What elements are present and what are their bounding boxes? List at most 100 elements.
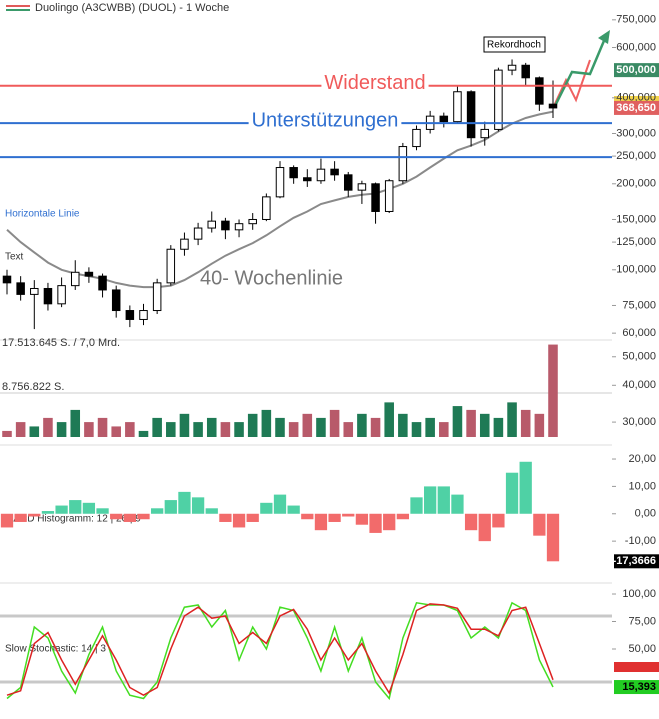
candle-body: [207, 220, 217, 229]
macd-bar: [82, 502, 96, 514]
volume-bar: [425, 417, 435, 437]
candle-body: [70, 271, 80, 287]
volume-bar: [43, 417, 53, 437]
volume-label: 8.756.822 S.: [2, 381, 64, 393]
value-box: [614, 63, 659, 78]
volume-bar: [56, 422, 67, 437]
macd-bar: [314, 513, 328, 531]
candle-body: [152, 282, 162, 312]
candle-body: [221, 220, 230, 231]
line-label: Widerstand: [324, 72, 425, 94]
y-tick-label: 60,000: [622, 327, 656, 339]
volume-bar: [97, 417, 108, 437]
candle-body: [535, 77, 544, 105]
macd-bar: [123, 513, 136, 522]
candle-body: [412, 128, 421, 148]
macd-bar: [232, 513, 246, 528]
volume-bar: [275, 417, 285, 437]
candle-body: [84, 271, 94, 277]
volume-bar: [439, 422, 449, 437]
macd-bar: [246, 513, 259, 522]
macd-bar: [151, 508, 164, 514]
macd-bar: [69, 500, 82, 514]
macd-bar: [505, 472, 519, 514]
macd-bar: [478, 513, 491, 542]
value-box-label: -17,3666: [613, 555, 656, 567]
volume-bar: [329, 409, 340, 437]
line: [6, 601, 554, 701]
volume-bar: [479, 413, 490, 437]
candle-body: [357, 183, 367, 191]
y-tick-label: 600,000: [616, 41, 656, 53]
volume-bar: [234, 422, 244, 437]
macd-bar: [546, 513, 560, 562]
candle-body: [248, 218, 257, 225]
macd-bar: [492, 513, 505, 528]
candle-body: [371, 183, 380, 212]
candle-body: [439, 115, 449, 123]
volume-bar: [302, 413, 313, 437]
volume-bar: [507, 402, 517, 437]
line-label: Unterstützungen: [252, 109, 399, 131]
macd-bar: [451, 494, 464, 514]
candle-body: [303, 177, 312, 182]
volume-label: 17.513.645 S. / 7,0 Mrd.: [2, 337, 120, 349]
volume-bar: [357, 413, 367, 437]
candle-body: [466, 91, 476, 139]
candle-body: [398, 146, 408, 182]
macd-bar: [369, 513, 382, 533]
candle-body: [57, 285, 66, 305]
candle-body: [384, 180, 394, 212]
macd-bar: [437, 486, 450, 514]
macd-bar: [260, 502, 273, 514]
candle-body: [275, 167, 285, 198]
volume-bar: [15, 422, 26, 437]
candle-body: [193, 227, 203, 240]
volume-bar: [261, 409, 272, 437]
volume-bar: [316, 417, 326, 437]
y-tick-label: 300,000: [616, 127, 656, 139]
candle-body: [111, 289, 121, 312]
volume-bar: [247, 413, 258, 437]
y-tick-label: 100,000: [616, 264, 656, 276]
macd-bar: [55, 505, 68, 514]
macd-bar: [464, 513, 478, 531]
ma-label: 40- Wochenlinie: [200, 267, 343, 289]
macd-bar: [396, 513, 409, 520]
arrow-head: [598, 30, 610, 44]
volume-bar: [452, 406, 463, 437]
y-tick-label: 750,000: [616, 14, 656, 26]
macd-bar: [137, 513, 150, 520]
volume-bar: [493, 417, 504, 437]
chart-title: Duolingo (A3CWBB) (DUOL) - 1 Woche: [35, 2, 229, 14]
candle-body: [180, 238, 189, 250]
candle-body: [43, 287, 53, 305]
candle-body: [2, 275, 12, 284]
candle-body: [139, 310, 148, 320]
volume-bar: [84, 422, 94, 437]
candle-body: [289, 167, 298, 179]
y-tick-label: 20,00: [628, 453, 656, 465]
volume-bar: [138, 430, 149, 437]
macd-bar: [191, 497, 205, 514]
macd-bar: [328, 513, 341, 522]
value-box: [614, 554, 659, 569]
candle-body: [521, 64, 530, 79]
volume-bar: [111, 426, 121, 437]
y-tick-label: 30,000: [622, 416, 656, 428]
macd-bar: [96, 508, 109, 514]
y-tick-label: 0,00: [635, 508, 656, 520]
macd-bar: [14, 513, 27, 522]
macd-bar: [410, 497, 423, 514]
projection-red: [552, 59, 591, 109]
line: [6, 110, 554, 289]
indicator-label: MACD Histogramm: 12 | 26 | 9: [5, 514, 141, 525]
annotation: Text: [5, 252, 24, 263]
macd-bar: [28, 513, 41, 517]
candle-body: [16, 282, 25, 295]
y-tick-label: 50,00: [628, 643, 656, 655]
macd-bar: [178, 491, 191, 514]
volume-bar: [548, 344, 558, 437]
volume-bar: [466, 409, 476, 437]
